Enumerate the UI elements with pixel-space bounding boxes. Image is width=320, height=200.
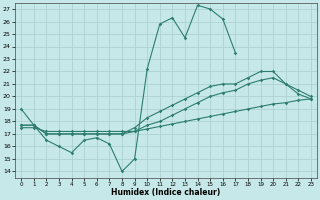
X-axis label: Humidex (Indice chaleur): Humidex (Indice chaleur) xyxy=(111,188,221,197)
